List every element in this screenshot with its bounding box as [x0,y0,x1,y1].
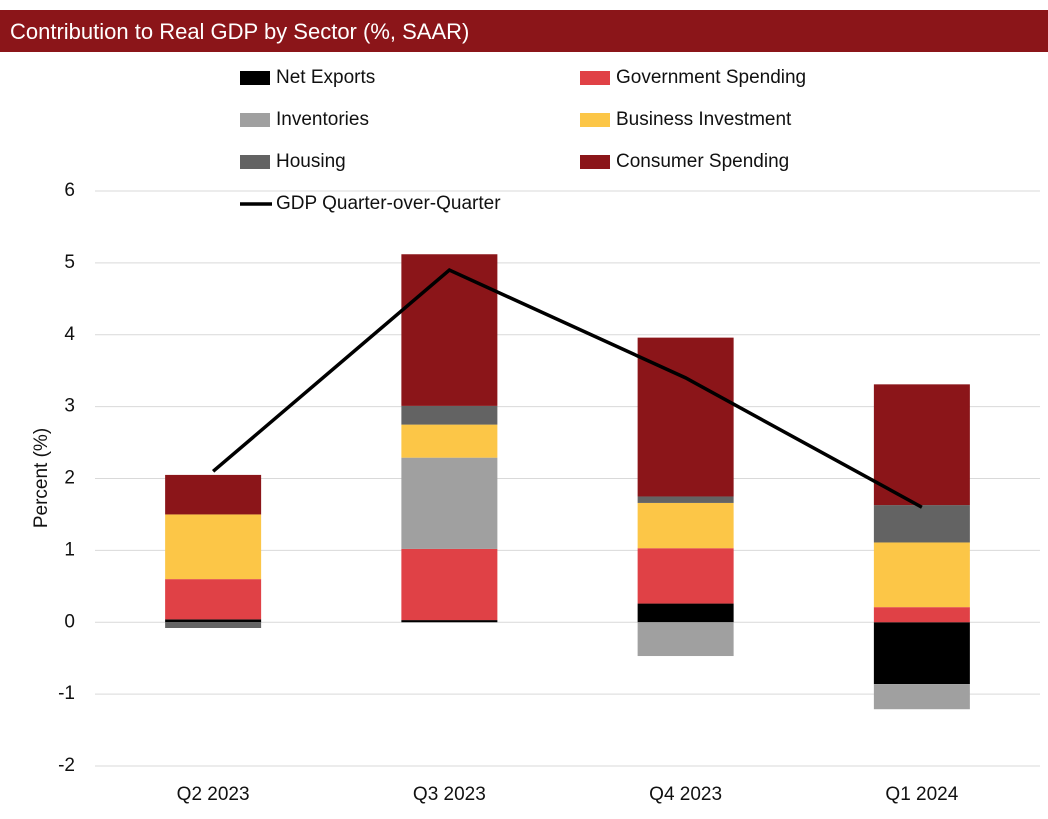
bar-segment [401,405,498,425]
bar-segment [637,502,734,549]
y-tick-label: 3 [64,396,75,417]
legend-swatch [580,113,610,127]
chart-title: Contribution to Real GDP by Sector (%, S… [10,19,469,44]
y-tick-label: 4 [64,324,75,345]
bar-segment [165,622,262,628]
bar-segment [401,424,498,458]
legend-swatch [240,113,270,127]
bar-segment [165,474,262,515]
legend-swatch [580,71,610,85]
y-tick-label: 5 [64,252,75,273]
bar-segment [873,542,970,608]
legend-label: Consumer Spending [616,151,789,172]
bar-segment [873,622,970,685]
legend-label: Government Spending [616,67,806,88]
gdp-line [211,268,923,509]
legend-label: Business Investment [616,109,792,130]
legend-label: GDP Quarter-over-Quarter [276,193,501,214]
bar-segment [401,254,498,406]
y-tick-label: -2 [58,755,75,776]
legend-swatch [240,155,270,169]
legend-swatch [580,155,610,169]
legend-label: Net Exports [276,67,375,88]
title-bar [0,10,1048,52]
y-tick-label: 1 [64,539,75,560]
bar-segment [637,622,734,657]
y-tick-label: 0 [64,611,75,632]
x-tick-label: Q2 2023 [177,784,250,805]
bar-segment [637,603,734,623]
bar-segment [637,548,734,604]
x-tick-label: Q4 2023 [649,784,722,805]
bar-segment [873,384,970,506]
bar-segment [401,548,498,621]
bar-segment [873,607,970,623]
bar-segment [873,505,970,543]
bar-segment [401,457,498,549]
x-tick-label: Q3 2023 [413,784,486,805]
y-tick-label: 6 [64,180,75,201]
bar-segment [873,684,970,710]
bar-segment [637,496,734,503]
bar-segment [401,620,498,623]
legend-label: Housing [276,151,346,172]
bar-segment [165,579,262,620]
legend-swatch [240,71,270,85]
y-tick-label: -1 [58,683,75,704]
y-axis-label: Percent (%) [31,428,52,528]
bar-segment [165,619,262,623]
legend-label: Inventories [276,109,369,130]
bar-segment [165,514,262,580]
x-tick-label: Q1 2024 [885,784,958,805]
y-tick-label: 2 [64,468,75,489]
